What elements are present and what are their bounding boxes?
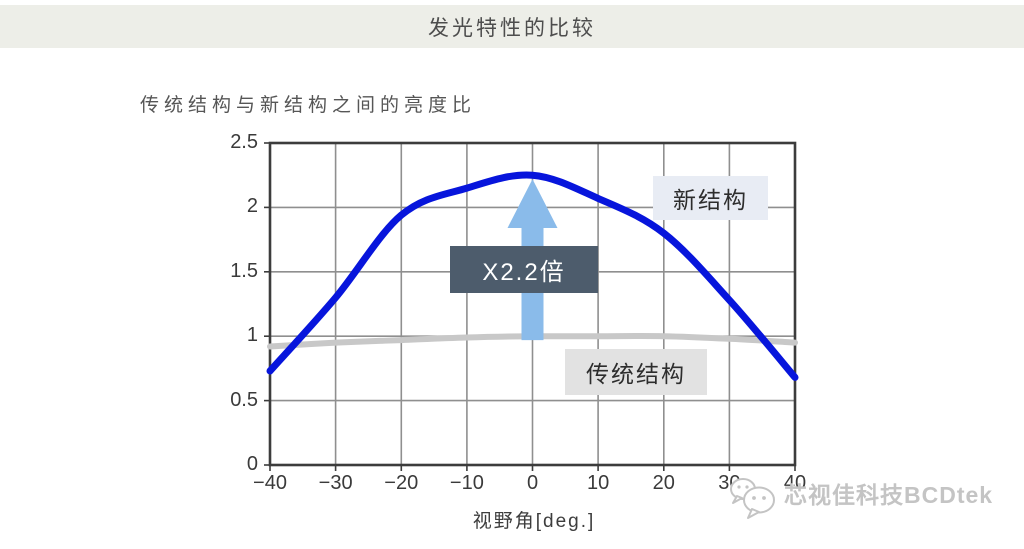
x-tick-label: 40 [783, 472, 807, 494]
x-tick-label: 0 [526, 472, 539, 494]
x-tick-label: −40 [253, 472, 287, 494]
y-tick-label: 2.5 [230, 131, 258, 153]
old-structure-label: 传统结构 [565, 349, 707, 395]
y-tick-label: 2 [246, 195, 258, 218]
x-tick-label: −30 [318, 472, 353, 494]
watermark: 芯视佳科技BCDtek [728, 472, 993, 526]
x-tick-label: −10 [449, 472, 484, 494]
x-tick-label: −20 [384, 472, 419, 494]
page-title: 发光特性的比较 [428, 16, 596, 40]
multiplier-badge: X2.2倍 [450, 246, 598, 293]
wechat-icon [730, 478, 775, 519]
new-structure-label: 新结构 [653, 176, 768, 220]
title-bar: 发光特性的比较 [0, 5, 1024, 48]
chart-subtitle: 传统结构与新结构之间的亮度比 [140, 95, 477, 116]
x-tick-label: 20 [652, 472, 675, 494]
x-axis-title: 视野角[deg.] [472, 511, 596, 532]
y-tick-label: 0 [246, 453, 258, 475]
y-tick-label: 0.5 [230, 388, 258, 411]
y-tick-label: 1 [246, 324, 258, 347]
y-tick-label: 1.5 [230, 259, 258, 282]
watermark-text: 芯视佳科技BCDtek [784, 482, 994, 508]
x-tick-label: 10 [587, 472, 610, 494]
